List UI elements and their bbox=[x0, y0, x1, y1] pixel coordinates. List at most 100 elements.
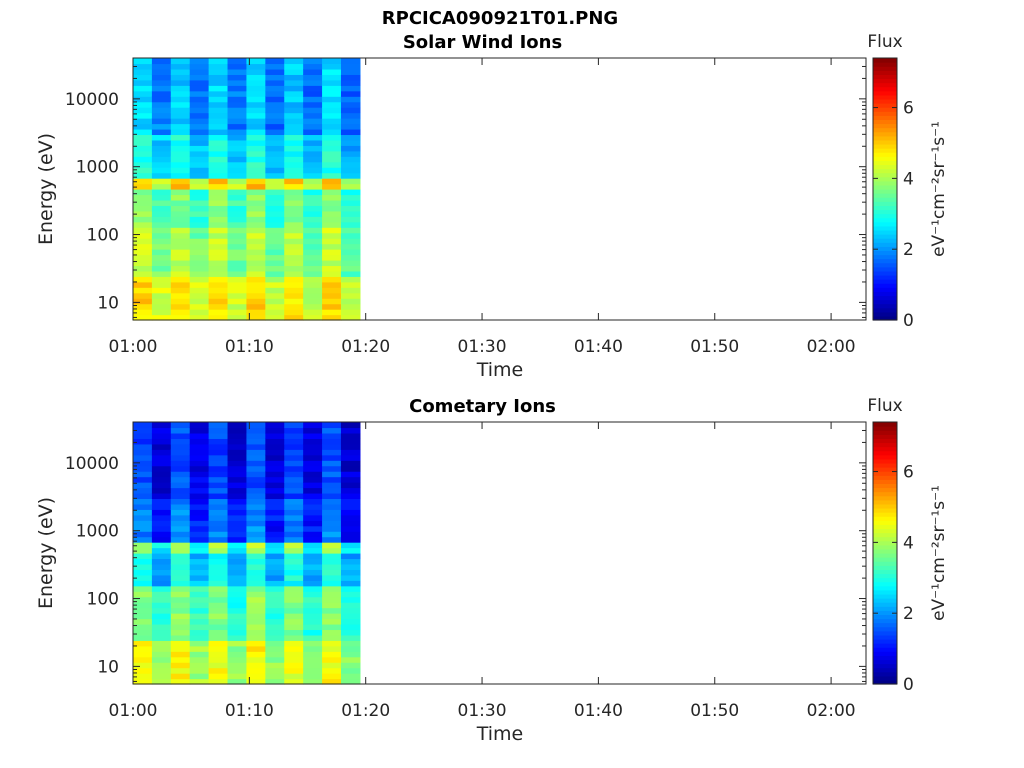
heatmap-cell bbox=[189, 281, 210, 288]
heatmap-cell bbox=[265, 161, 285, 168]
heatmap-cell bbox=[265, 498, 285, 505]
heatmap-cell bbox=[284, 569, 304, 576]
heatmap-cell bbox=[227, 216, 248, 223]
heatmap-cell bbox=[189, 85, 210, 92]
heatmap-cell bbox=[208, 591, 229, 598]
heatmap-cell bbox=[189, 303, 210, 310]
heatmap-cell bbox=[284, 509, 304, 516]
colorbar-segment bbox=[873, 135, 897, 141]
heatmap-cell bbox=[340, 487, 361, 494]
heatmap-cell bbox=[208, 427, 229, 434]
heatmap-cell bbox=[340, 128, 361, 136]
heatmap-cell bbox=[208, 563, 229, 570]
heatmap-cell bbox=[284, 623, 304, 631]
heatmap-cell bbox=[227, 613, 248, 620]
heatmap-cell bbox=[189, 79, 210, 86]
colorbar-segment bbox=[873, 422, 897, 427]
heatmap-cell bbox=[303, 678, 323, 685]
heatmap-cell bbox=[284, 112, 304, 119]
heatmap-cell bbox=[246, 150, 266, 157]
colorbar-segment bbox=[873, 164, 897, 170]
heatmap-cell bbox=[133, 189, 153, 196]
colorbar-segment bbox=[873, 287, 897, 292]
heatmap-cell bbox=[227, 259, 248, 267]
colorbar-segment bbox=[873, 647, 897, 652]
heatmap-cell bbox=[246, 585, 266, 592]
heatmap-cell bbox=[170, 68, 191, 75]
x-tick-label: 01:30 bbox=[458, 701, 507, 721]
heatmap-cell bbox=[340, 536, 361, 543]
heatmap-cell bbox=[151, 96, 172, 103]
heatmap-cell bbox=[133, 645, 153, 652]
heatmap-cell bbox=[170, 58, 191, 65]
heatmap-cell bbox=[133, 449, 153, 456]
heatmap-cell bbox=[303, 314, 323, 321]
heatmap-cell bbox=[133, 634, 153, 641]
heatmap-cell bbox=[284, 292, 304, 299]
heatmap-cell bbox=[208, 249, 229, 256]
heatmap-cell bbox=[133, 85, 153, 92]
heatmap-cell bbox=[303, 150, 323, 157]
heatmap-cell bbox=[322, 618, 342, 625]
heatmap-cell bbox=[133, 254, 153, 261]
y-axis-label: Energy (eV) bbox=[35, 133, 57, 245]
heatmap-cell bbox=[170, 427, 191, 434]
colorbar-segment bbox=[873, 467, 897, 472]
heatmap-cell bbox=[227, 139, 248, 146]
heatmap-cell bbox=[151, 303, 172, 310]
heatmap-cell bbox=[284, 492, 304, 500]
heatmap-cell bbox=[189, 183, 210, 190]
heatmap-cell bbox=[133, 656, 153, 663]
colorbar-segment bbox=[873, 434, 897, 439]
heatmap-cell bbox=[246, 243, 266, 250]
heatmap-cell bbox=[133, 276, 153, 283]
heatmap-cell bbox=[303, 63, 323, 70]
heatmap-cell bbox=[303, 591, 323, 598]
heatmap-cell bbox=[303, 520, 323, 527]
heatmap-cell bbox=[265, 465, 285, 472]
heatmap-cell bbox=[189, 482, 210, 489]
heatmap-cell bbox=[340, 216, 361, 223]
heatmap-cell bbox=[189, 199, 210, 206]
heatmap-cell bbox=[303, 118, 323, 125]
heatmap-cell bbox=[265, 90, 285, 97]
heatmap-cell bbox=[133, 74, 153, 81]
heatmap-cell bbox=[246, 471, 266, 478]
heatmap-cell bbox=[246, 194, 266, 201]
heatmap-cell bbox=[340, 503, 361, 510]
heatmap-cell bbox=[246, 503, 266, 510]
heatmap-cell bbox=[284, 221, 304, 228]
heatmap-cell bbox=[170, 90, 191, 97]
x-tick-label: 02:00 bbox=[807, 337, 856, 357]
colorbar-segment bbox=[873, 565, 897, 570]
heatmap-cell bbox=[170, 613, 191, 620]
heatmap-cell bbox=[133, 79, 153, 86]
colorbar-segment bbox=[873, 229, 897, 235]
heatmap-cell bbox=[133, 96, 153, 103]
heatmap-cell bbox=[133, 270, 153, 277]
heatmap-cell bbox=[284, 216, 304, 223]
heatmap-cell bbox=[189, 292, 210, 299]
heatmap-cell bbox=[133, 210, 153, 217]
colorbar-segment bbox=[873, 279, 897, 284]
heatmap-cell bbox=[189, 662, 210, 669]
heatmap-cell bbox=[208, 90, 229, 97]
heatmap-cell bbox=[246, 531, 266, 538]
heatmap-cell bbox=[322, 514, 342, 521]
heatmap-cell bbox=[246, 618, 266, 625]
heatmap-cell bbox=[265, 667, 285, 674]
figure-title: RPCICA090921T01.PNG bbox=[382, 8, 618, 29]
heatmap-cell bbox=[133, 243, 153, 250]
heatmap-cell bbox=[227, 623, 248, 631]
heatmap-cell bbox=[133, 531, 153, 538]
heatmap-cell bbox=[133, 167, 153, 174]
x-tick-label: 01:00 bbox=[109, 337, 158, 357]
heatmap-cell bbox=[133, 232, 153, 239]
heatmap-cell bbox=[151, 298, 172, 305]
heatmap-cell bbox=[303, 112, 323, 119]
heatmap-cell bbox=[284, 199, 304, 206]
heatmap-cell bbox=[265, 145, 285, 152]
colorbar-segment bbox=[873, 250, 897, 256]
heatmap-cell bbox=[340, 449, 361, 456]
heatmap-cell bbox=[303, 536, 323, 543]
